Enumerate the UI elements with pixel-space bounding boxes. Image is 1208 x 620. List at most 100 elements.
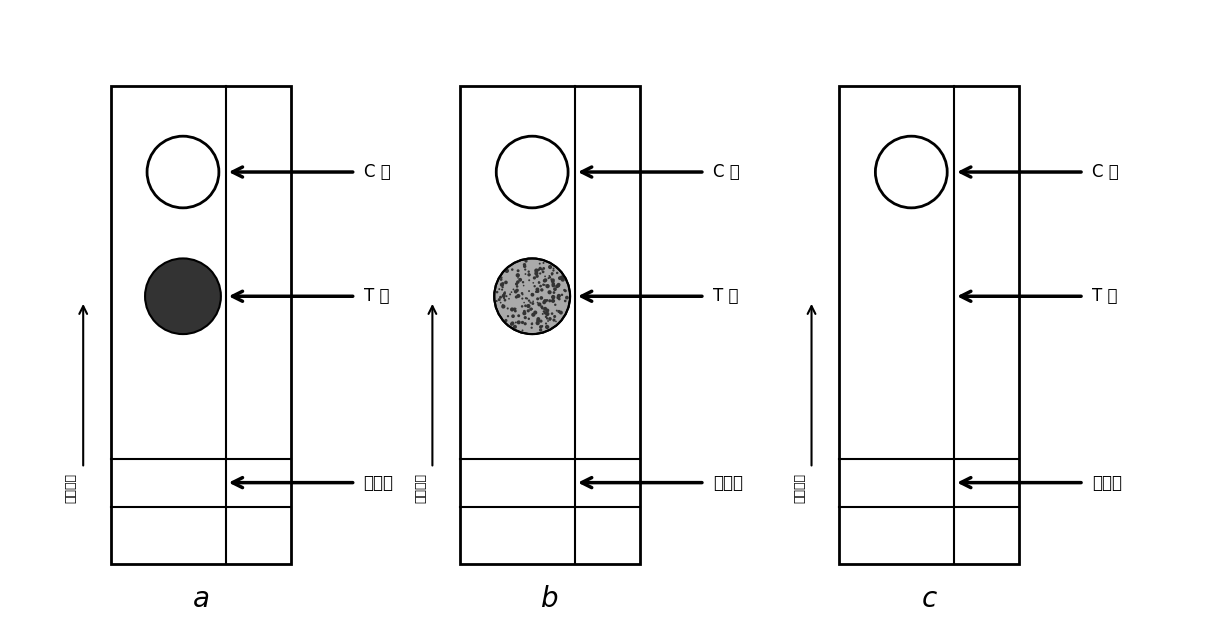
- Circle shape: [556, 321, 557, 322]
- Circle shape: [542, 267, 545, 270]
- Circle shape: [532, 322, 533, 324]
- Circle shape: [523, 265, 527, 268]
- Circle shape: [539, 325, 542, 329]
- Circle shape: [541, 325, 544, 327]
- Circle shape: [551, 295, 556, 299]
- Bar: [111, 86, 291, 564]
- Circle shape: [559, 311, 563, 314]
- Circle shape: [544, 278, 547, 282]
- Text: T 带: T 带: [1092, 287, 1117, 305]
- Circle shape: [528, 290, 530, 292]
- Circle shape: [534, 272, 539, 275]
- Text: T 带: T 带: [364, 287, 389, 305]
- Circle shape: [529, 308, 533, 311]
- Circle shape: [551, 272, 553, 275]
- Circle shape: [523, 263, 527, 267]
- Circle shape: [541, 268, 542, 270]
- Circle shape: [517, 321, 521, 324]
- Circle shape: [532, 312, 535, 317]
- Circle shape: [564, 290, 567, 292]
- Circle shape: [552, 291, 556, 294]
- Circle shape: [557, 284, 561, 288]
- Circle shape: [535, 288, 540, 291]
- Circle shape: [517, 269, 519, 272]
- Circle shape: [541, 268, 544, 271]
- Circle shape: [507, 315, 509, 317]
- Circle shape: [552, 278, 554, 281]
- Circle shape: [522, 311, 527, 316]
- Circle shape: [524, 297, 527, 299]
- Circle shape: [551, 299, 554, 303]
- Circle shape: [528, 270, 530, 273]
- Circle shape: [501, 286, 504, 288]
- Circle shape: [548, 265, 552, 269]
- Circle shape: [552, 299, 556, 303]
- Circle shape: [535, 321, 540, 326]
- Circle shape: [539, 272, 541, 275]
- Circle shape: [548, 317, 552, 321]
- Circle shape: [558, 298, 561, 301]
- Circle shape: [512, 288, 515, 290]
- Circle shape: [495, 291, 499, 293]
- Circle shape: [544, 284, 546, 286]
- Circle shape: [501, 304, 504, 306]
- Circle shape: [516, 280, 519, 284]
- Circle shape: [523, 322, 527, 326]
- Circle shape: [524, 268, 527, 271]
- Circle shape: [551, 312, 553, 315]
- Text: T 带: T 带: [713, 287, 738, 305]
- Circle shape: [538, 303, 541, 306]
- Circle shape: [557, 283, 561, 286]
- Text: C 带: C 带: [1092, 163, 1119, 181]
- Circle shape: [538, 268, 540, 271]
- Circle shape: [541, 313, 544, 315]
- Text: 层析方向: 层析方向: [792, 473, 806, 503]
- Circle shape: [546, 317, 548, 320]
- Circle shape: [516, 273, 519, 277]
- Circle shape: [501, 288, 503, 291]
- Circle shape: [522, 293, 523, 295]
- Circle shape: [552, 283, 554, 285]
- Circle shape: [547, 290, 552, 294]
- Circle shape: [522, 298, 523, 299]
- Circle shape: [544, 299, 547, 303]
- Circle shape: [504, 291, 506, 293]
- Circle shape: [527, 309, 530, 312]
- Circle shape: [495, 300, 498, 302]
- Circle shape: [511, 268, 513, 271]
- Circle shape: [536, 290, 540, 293]
- Circle shape: [517, 321, 519, 323]
- Circle shape: [510, 322, 513, 326]
- Circle shape: [559, 275, 564, 280]
- Circle shape: [496, 136, 568, 208]
- Circle shape: [517, 277, 519, 279]
- Circle shape: [548, 276, 551, 278]
- Circle shape: [499, 296, 503, 299]
- Circle shape: [145, 259, 221, 334]
- Circle shape: [513, 290, 518, 293]
- Circle shape: [511, 321, 515, 325]
- Circle shape: [522, 329, 523, 331]
- Text: 层析方向: 层析方向: [65, 473, 77, 503]
- Circle shape: [523, 316, 527, 319]
- Circle shape: [530, 308, 533, 310]
- Circle shape: [515, 295, 518, 299]
- Circle shape: [536, 302, 539, 303]
- Circle shape: [498, 298, 501, 301]
- Circle shape: [552, 269, 554, 272]
- Circle shape: [518, 278, 522, 281]
- Circle shape: [532, 293, 533, 295]
- Circle shape: [521, 292, 523, 294]
- Text: C 带: C 带: [364, 163, 390, 181]
- Circle shape: [541, 307, 544, 309]
- Circle shape: [539, 263, 541, 265]
- Circle shape: [533, 311, 538, 314]
- Circle shape: [524, 273, 527, 275]
- Circle shape: [556, 285, 559, 288]
- Circle shape: [561, 294, 563, 296]
- Circle shape: [541, 270, 545, 273]
- Circle shape: [533, 301, 534, 302]
- Circle shape: [538, 281, 540, 284]
- Circle shape: [524, 259, 528, 263]
- Circle shape: [515, 308, 517, 310]
